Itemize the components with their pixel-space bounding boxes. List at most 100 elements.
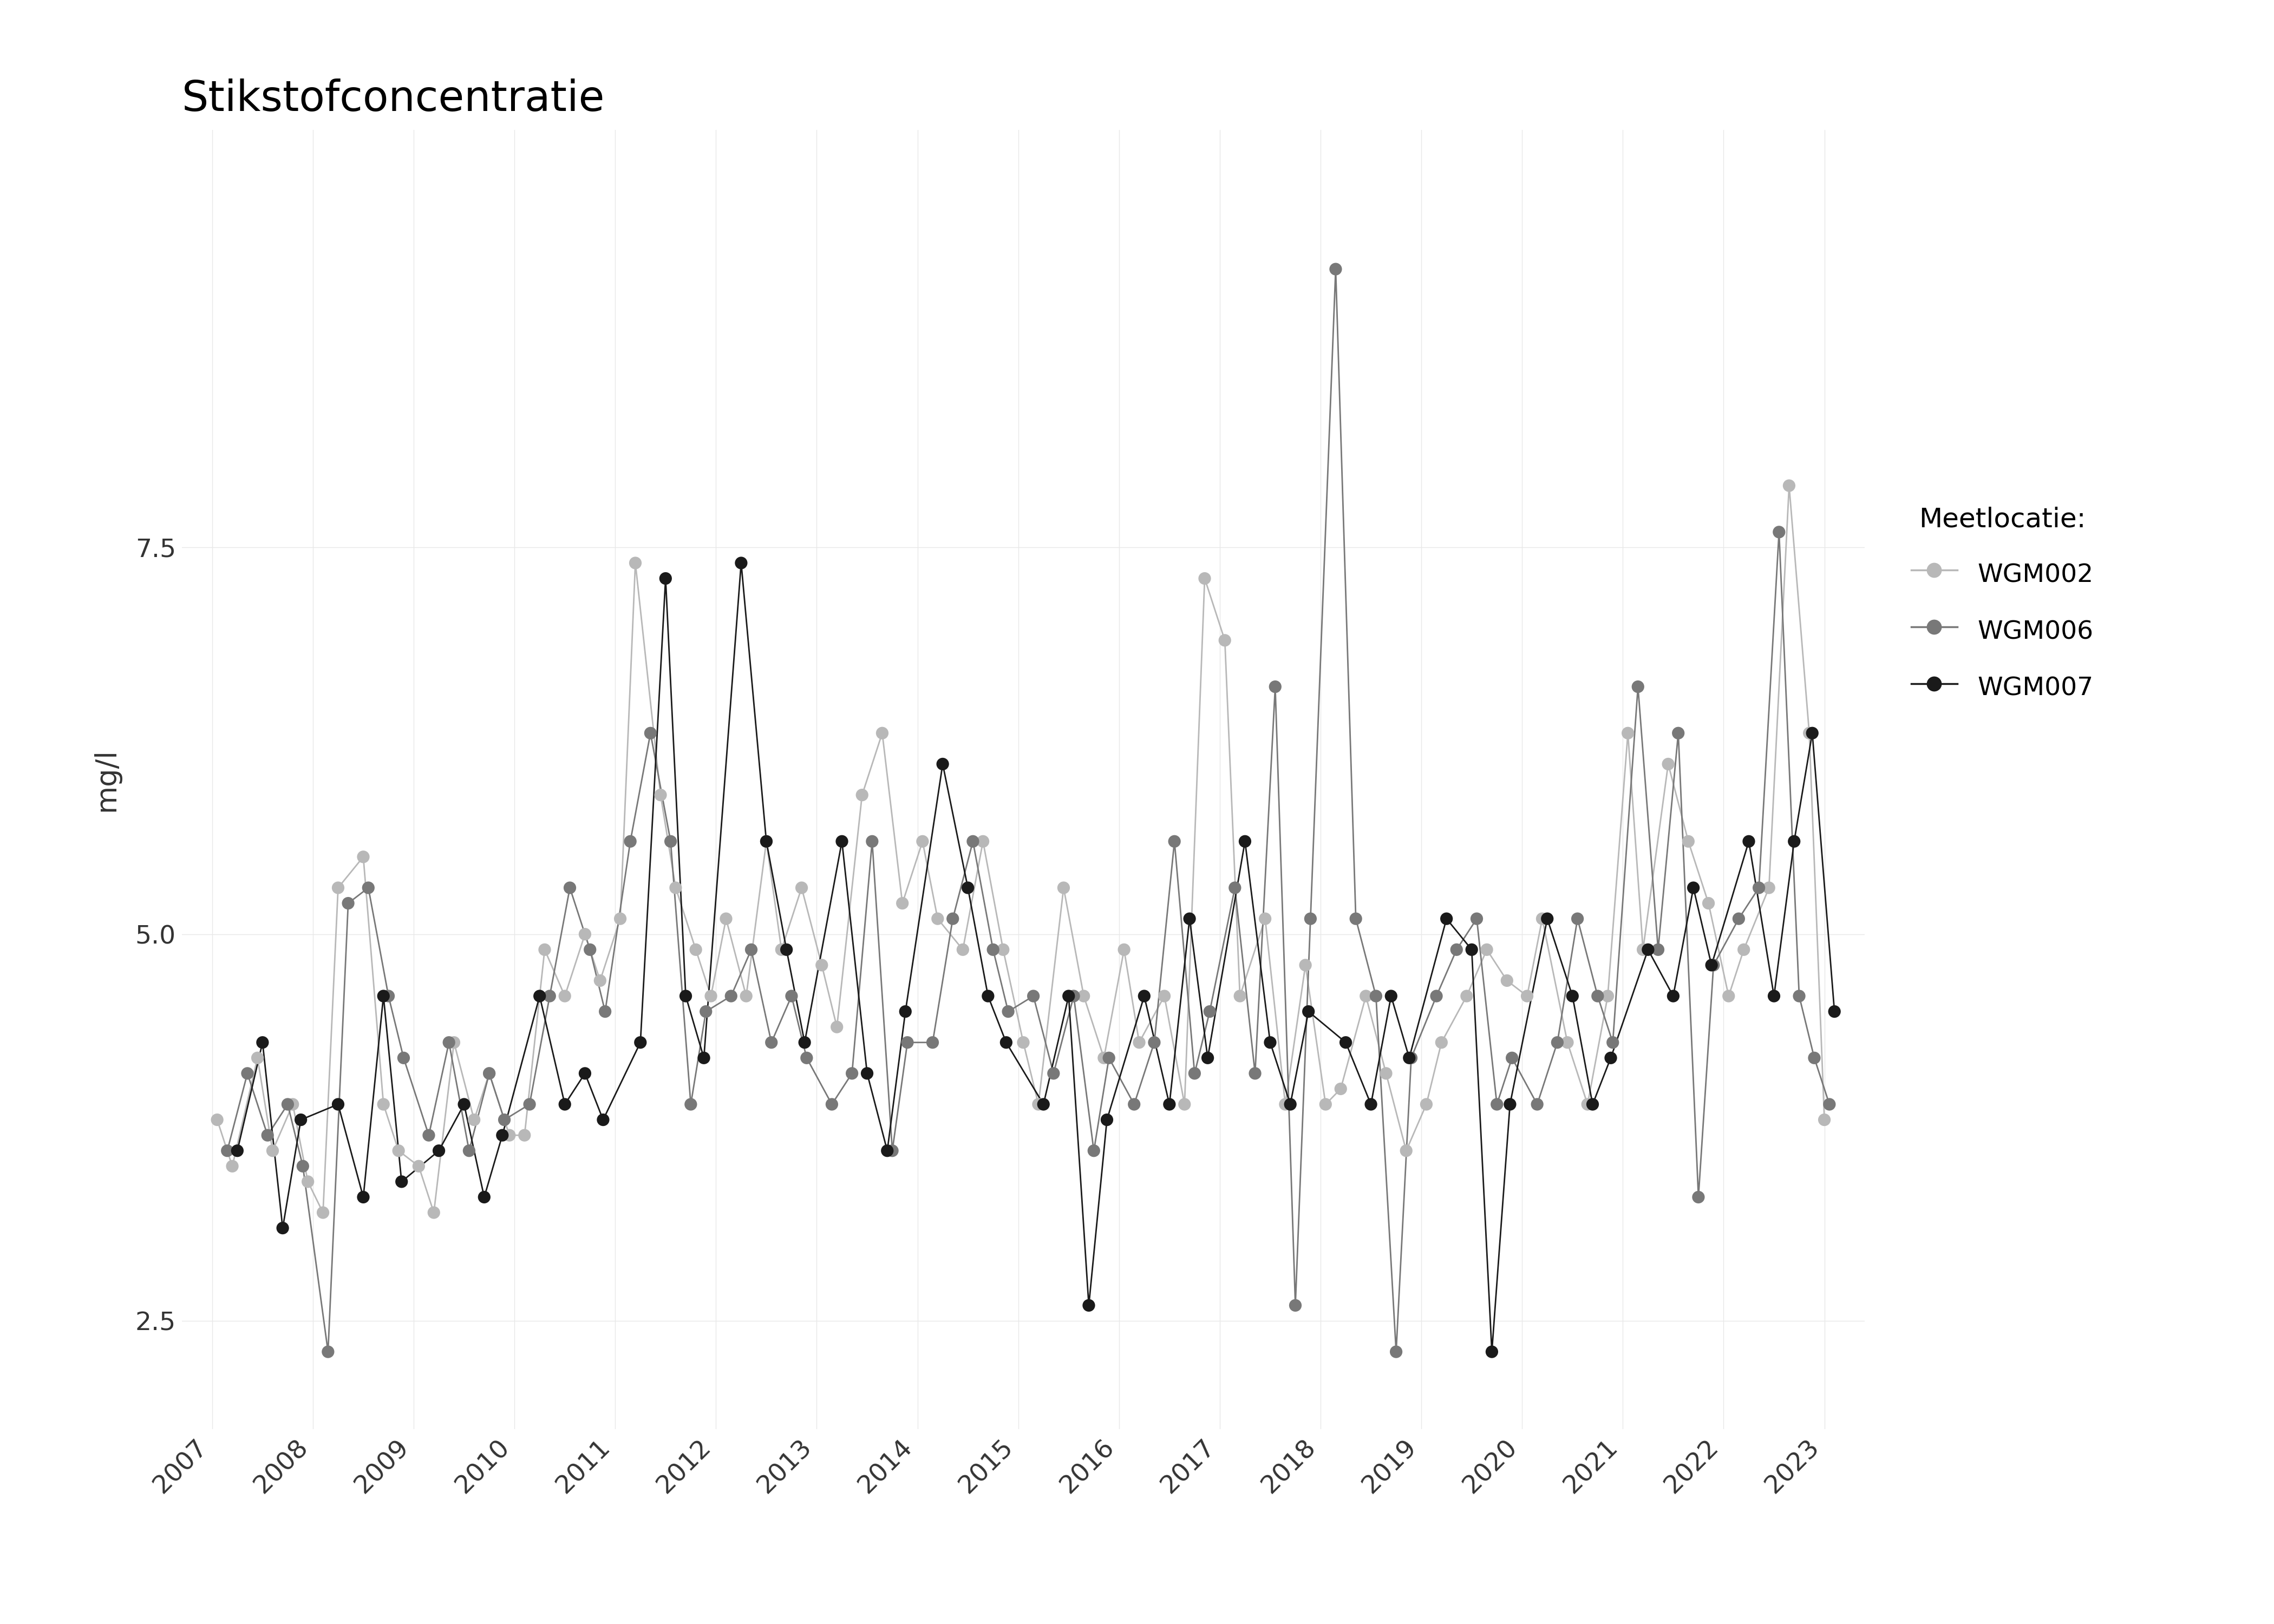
Point bbox=[1469, 937, 1505, 963]
Point bbox=[873, 1138, 910, 1164]
Point bbox=[1189, 1044, 1226, 1070]
Point bbox=[1592, 1044, 1628, 1070]
Point bbox=[305, 1200, 341, 1226]
Point bbox=[487, 1108, 523, 1134]
Point bbox=[844, 783, 880, 809]
Point bbox=[1439, 937, 1476, 963]
Point bbox=[416, 1200, 453, 1226]
Point bbox=[1710, 983, 1746, 1009]
Point bbox=[687, 1044, 723, 1070]
Point bbox=[1253, 1030, 1289, 1056]
Point bbox=[864, 719, 901, 745]
Point bbox=[1046, 875, 1082, 901]
Point bbox=[582, 968, 619, 994]
Point bbox=[1474, 1338, 1510, 1364]
Point bbox=[1117, 1091, 1153, 1117]
Point bbox=[309, 1338, 346, 1364]
Point bbox=[1217, 875, 1253, 901]
Point bbox=[1721, 906, 1758, 932]
Point bbox=[1278, 1293, 1314, 1319]
Point bbox=[1574, 1091, 1610, 1117]
Point bbox=[1419, 983, 1455, 1009]
Point bbox=[412, 1122, 448, 1148]
Point bbox=[694, 983, 730, 1009]
Point bbox=[989, 999, 1026, 1025]
Point bbox=[1519, 1091, 1555, 1117]
Point bbox=[1137, 1030, 1173, 1056]
Point bbox=[823, 828, 860, 854]
Point bbox=[546, 1091, 582, 1117]
Point bbox=[785, 875, 821, 901]
Point bbox=[1005, 1030, 1041, 1056]
Point bbox=[1292, 906, 1328, 932]
Point bbox=[457, 1108, 493, 1134]
Point bbox=[1071, 1293, 1107, 1319]
Point bbox=[1337, 906, 1373, 932]
Point bbox=[1105, 937, 1142, 963]
Point bbox=[728, 983, 764, 1009]
Point bbox=[653, 828, 689, 854]
Point bbox=[955, 828, 991, 854]
Point bbox=[723, 551, 760, 577]
Point bbox=[1226, 828, 1262, 854]
Point bbox=[1187, 565, 1223, 591]
Point bbox=[584, 1108, 621, 1134]
Point bbox=[1676, 875, 1712, 901]
Point bbox=[1348, 983, 1385, 1009]
Point bbox=[616, 551, 653, 577]
Point bbox=[1151, 1091, 1187, 1117]
Point bbox=[835, 1060, 871, 1086]
Y-axis label: mg/l: mg/l bbox=[91, 747, 121, 812]
Point bbox=[1014, 983, 1051, 1009]
Point bbox=[437, 1030, 473, 1056]
Point bbox=[1167, 1091, 1203, 1117]
Point bbox=[1453, 937, 1489, 963]
Point bbox=[1549, 1030, 1585, 1056]
Point bbox=[648, 565, 684, 591]
Point bbox=[1323, 1075, 1360, 1101]
Point bbox=[553, 875, 589, 901]
Point bbox=[1035, 1060, 1071, 1086]
Point bbox=[1394, 1044, 1430, 1070]
Point bbox=[1806, 1108, 1842, 1134]
Point bbox=[1373, 983, 1410, 1009]
Text: Stikstofconcentratie: Stikstofconcentratie bbox=[182, 78, 605, 120]
Point bbox=[641, 783, 678, 809]
Point bbox=[1258, 674, 1294, 700]
Point bbox=[1690, 890, 1726, 916]
Point bbox=[603, 906, 639, 932]
Point bbox=[1221, 983, 1258, 1009]
Point bbox=[284, 1153, 321, 1179]
Point bbox=[1771, 473, 1808, 499]
Point bbox=[1696, 952, 1733, 978]
Point bbox=[546, 983, 582, 1009]
Point bbox=[1489, 968, 1526, 994]
Point bbox=[346, 1184, 382, 1210]
Point bbox=[264, 1215, 300, 1241]
Point bbox=[521, 983, 557, 1009]
Point bbox=[944, 937, 980, 963]
Point bbox=[969, 983, 1005, 1009]
Point bbox=[669, 983, 705, 1009]
Point bbox=[289, 1169, 325, 1195]
Point bbox=[673, 1091, 709, 1117]
Point bbox=[366, 983, 402, 1009]
Point bbox=[1369, 1060, 1405, 1086]
Point bbox=[1092, 1044, 1128, 1070]
Point bbox=[1308, 1091, 1344, 1117]
Point bbox=[230, 1060, 266, 1086]
Point bbox=[471, 1060, 507, 1086]
Point bbox=[1539, 1030, 1576, 1056]
Point bbox=[1428, 906, 1464, 932]
Point bbox=[528, 937, 564, 963]
Point bbox=[657, 875, 694, 901]
Point bbox=[612, 828, 648, 854]
Point bbox=[632, 719, 669, 745]
Point bbox=[748, 828, 785, 854]
Point bbox=[209, 1138, 246, 1164]
Point bbox=[1781, 983, 1817, 1009]
Point bbox=[571, 937, 607, 963]
Point bbox=[1085, 1044, 1121, 1070]
Point bbox=[623, 1030, 659, 1056]
Point bbox=[532, 983, 568, 1009]
